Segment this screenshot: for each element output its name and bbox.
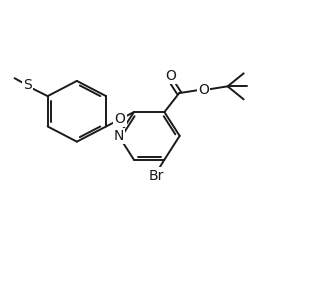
- Text: O: O: [165, 69, 176, 83]
- Text: O: O: [115, 112, 125, 126]
- Text: Br: Br: [149, 168, 164, 182]
- Text: N: N: [113, 129, 124, 143]
- Text: O: O: [198, 83, 209, 97]
- Text: S: S: [23, 79, 32, 92]
